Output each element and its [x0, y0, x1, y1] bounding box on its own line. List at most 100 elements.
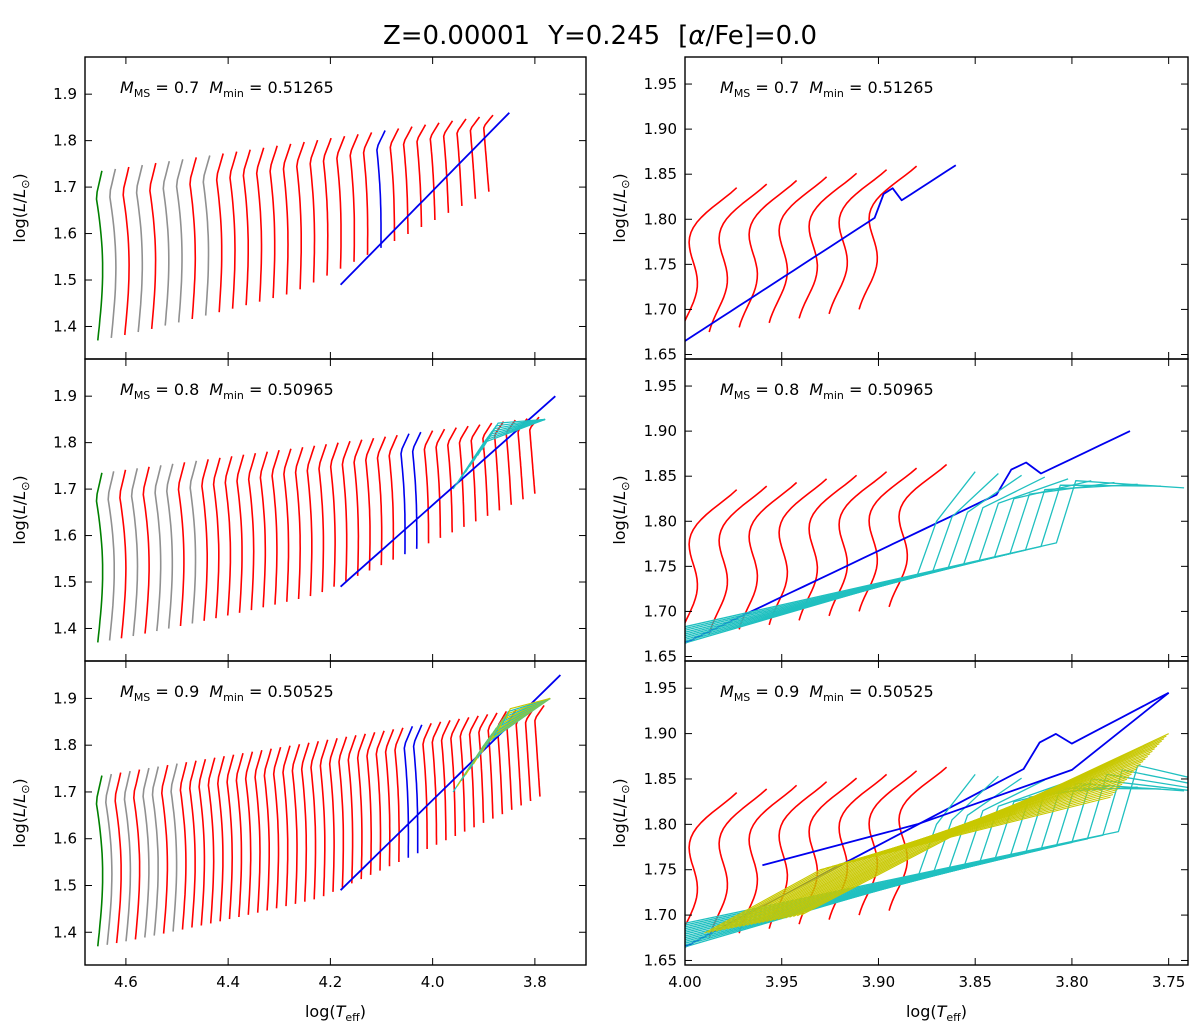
track-line-17	[294, 446, 304, 600]
panel-bottom-left: 4.6 4.4 4.2 4.0 3.8 1.4 1.5 1.6 1.7 1.8 1.9 log(L/L…	[10, 660, 587, 1024]
track-line-4	[133, 769, 141, 940]
tracks-bottom-right	[685, 692, 1188, 948]
x-tick-label: 4.4	[216, 973, 240, 991]
track-line-16	[685, 483, 1138, 631]
track-line-10	[189, 760, 197, 928]
track-line-21	[685, 769, 1188, 926]
track-line-22	[389, 128, 400, 241]
y-tick-label: 1.4	[53, 619, 77, 637]
y-tick-label: 1.9	[53, 387, 77, 405]
track-line-40	[769, 753, 1151, 922]
track-line-28	[423, 430, 434, 544]
x-tick-label: 3.80	[1055, 973, 1088, 991]
track-line-7	[888, 766, 948, 911]
y-tick-label: 1.7	[53, 783, 77, 801]
track-line-28	[723, 783, 1123, 931]
y-tick-label: 1.95	[644, 679, 677, 697]
track-line-47	[534, 704, 545, 797]
track-line-35	[750, 766, 1139, 925]
track-line-19	[318, 443, 328, 593]
track-line-49	[762, 692, 1170, 867]
track-line-28	[356, 733, 367, 880]
track-line-24	[416, 124, 427, 227]
track-line-6	[858, 165, 918, 310]
track-line-5	[154, 465, 162, 632]
track-line-41	[773, 750, 1153, 921]
track-line-14	[282, 143, 292, 295]
y-tick-label: 1.6	[53, 830, 77, 848]
track-line-10	[229, 151, 238, 309]
x-tick-label: 3.8	[523, 973, 547, 991]
track-line-27	[411, 431, 422, 549]
track-line-29	[483, 114, 494, 192]
track-line-20	[685, 773, 1188, 928]
tracks-top-right	[685, 164, 957, 342]
track-line-3	[768, 176, 828, 324]
track-line-28	[469, 116, 481, 199]
track-line-1	[105, 773, 113, 945]
track-line-18	[336, 135, 346, 269]
y-tick-label: 1.65	[644, 951, 677, 969]
track-line-15	[271, 449, 280, 605]
track-line-19	[272, 746, 282, 909]
mass-annotation: MMS = 0.7 Mmin = 0.51265	[120, 78, 334, 100]
track-line-36	[517, 418, 528, 500]
track-line-20	[329, 442, 339, 587]
track-line-2	[119, 469, 127, 639]
x-tick-label: 4.0	[421, 973, 445, 991]
track-line-7	[685, 164, 957, 342]
panel-middle-right: 1.65 1.70 1.75 1.80 1.85 1.90 1.95 log(L/L⊙) MMS…	[610, 358, 1189, 665]
track-line-21	[291, 743, 301, 904]
track-line-46	[481, 418, 546, 451]
track-line-37	[529, 416, 540, 494]
track-line-49	[452, 697, 551, 793]
track-line-48	[800, 733, 1169, 916]
track-line-3	[123, 770, 132, 942]
track-line-26	[442, 120, 454, 213]
track-line-3	[768, 478, 828, 626]
track-line-5	[828, 169, 888, 315]
track-line-4	[798, 172, 858, 319]
track-line-45	[515, 707, 526, 806]
track-line-38	[450, 718, 461, 837]
track-line-43	[781, 745, 1158, 920]
track-line-12	[685, 476, 1046, 639]
track-line-39	[459, 717, 470, 832]
x-tick-label: 3.85	[958, 973, 991, 991]
track-line-12	[255, 147, 265, 302]
track-line-7	[189, 157, 198, 320]
y-tick-label: 1.75	[644, 861, 677, 879]
track-line-21	[376, 130, 386, 248]
track-line-16	[283, 448, 292, 602]
track-line-13	[247, 452, 257, 611]
y-tick-label: 1.4	[53, 923, 77, 941]
track-line-24	[376, 436, 387, 566]
track-line-25	[429, 122, 440, 221]
track-line-22	[353, 439, 363, 576]
track-line-20	[282, 745, 291, 907]
track-line-6	[166, 463, 174, 629]
y-tick-label: 1.75	[644, 557, 677, 575]
track-line-42	[487, 712, 498, 819]
track-line-24	[707, 794, 1114, 933]
y-tick-label: 1.8	[53, 434, 77, 452]
panel-bottom-right: 4.00 3.95 3.90 3.85 3.80 3.75 1.65 1.70 1.75 1.80…	[610, 660, 1189, 1024]
track-line-13	[685, 478, 1069, 637]
track-line-23	[365, 437, 375, 571]
track-line-7	[161, 764, 169, 934]
axes-frame	[684, 660, 1189, 966]
track-line-32	[738, 773, 1132, 928]
y-tick-label: 1.90	[644, 725, 677, 743]
track-line-12	[207, 757, 216, 924]
track-line-18	[306, 445, 316, 597]
track-line-33	[742, 771, 1134, 927]
track-line-18	[685, 480, 1185, 628]
x-tick-label: 4.6	[114, 973, 138, 991]
track-line-17	[685, 787, 1161, 933]
track-line-26	[338, 736, 348, 888]
y-axis-label: log(L/L⊙)	[610, 173, 632, 242]
y-tick-label: 1.95	[644, 75, 677, 93]
y-tick-label: 1.80	[644, 512, 677, 530]
track-line-62	[505, 697, 551, 720]
